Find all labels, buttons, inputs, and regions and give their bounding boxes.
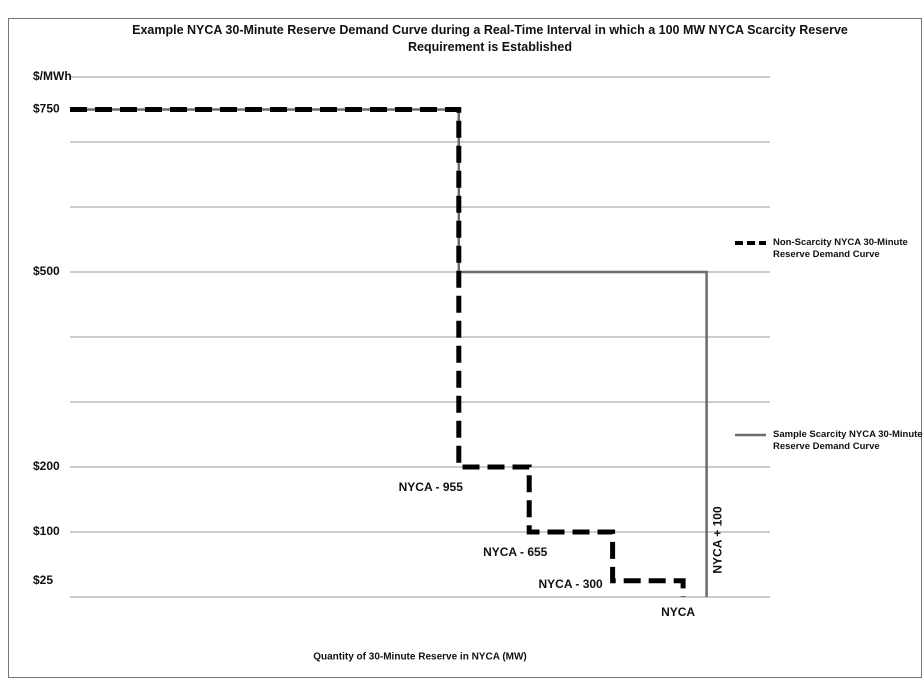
y-tick-label: $500 xyxy=(33,264,60,278)
y-tick-label: $/MWh xyxy=(33,69,72,83)
x-tick-label: NYCA - 955 xyxy=(399,480,464,494)
y-tick-label: $200 xyxy=(33,459,60,473)
y-tick-label: $100 xyxy=(33,524,60,538)
series-line xyxy=(70,107,686,597)
x-tick-label: NYCA + 100 xyxy=(711,506,725,574)
series-line xyxy=(70,108,708,597)
x-tick-label: NYCA - 300 xyxy=(538,577,603,591)
x-tick-label: NYCA xyxy=(661,605,695,619)
legend-label: Sample Scarcity NYCA 30-Minute Reserve D… xyxy=(773,429,923,452)
x-axis-label: Quantity of 30-Minute Reserve in NYCA (M… xyxy=(313,652,527,663)
chart-border xyxy=(8,18,922,678)
y-tick-label: $750 xyxy=(33,102,60,116)
chart-title: Example NYCA 30-Minute Reserve Demand Cu… xyxy=(132,23,848,54)
legend-label: Non-Scarcity NYCA 30-Minute Reserve Dema… xyxy=(773,237,908,260)
y-tick-label: $25 xyxy=(33,573,53,587)
x-tick-label: NYCA - 655 xyxy=(483,545,548,559)
